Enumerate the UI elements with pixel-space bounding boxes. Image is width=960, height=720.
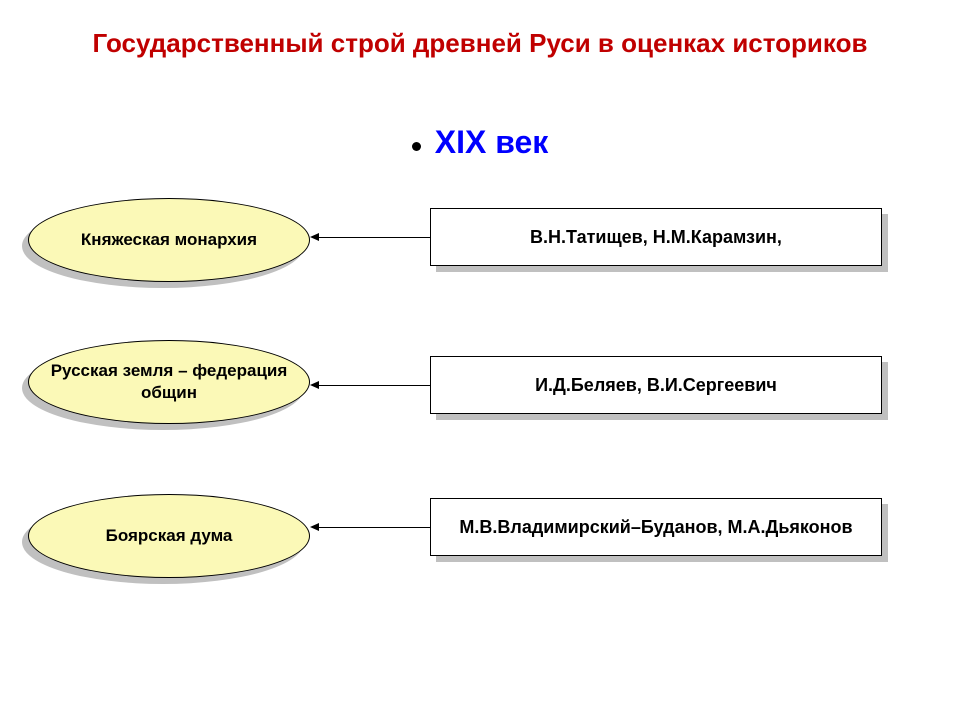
ellipse-1-label: Княжеская монархия [81, 229, 257, 251]
page-title: Государственный строй древней Руси в оце… [0, 28, 960, 59]
ellipse-1-shape: Княжеская монархия [28, 198, 310, 282]
box-2-shape: И.Д.Беляев, В.И.Сергеевич [430, 356, 882, 414]
ellipse-3-label: Боярская дума [106, 525, 233, 547]
arrow-1-line [319, 237, 430, 238]
arrow-2-line [319, 385, 430, 386]
box-1: В.Н.Татищев, Н.М.Карамзин, [430, 208, 882, 266]
arrow-1-head-icon [310, 233, 319, 241]
ellipse-3: Боярская дума [28, 494, 310, 578]
box-3-shape: М.В.Владимирский–Буданов, М.А.Дьяконов [430, 498, 882, 556]
box-2-label: И.Д.Беляев, В.И.Сергеевич [535, 373, 777, 397]
bullet-icon [412, 142, 421, 151]
ellipse-2: Русская земля – федерация общин [28, 340, 310, 424]
ellipse-2-shape: Русская земля – федерация общин [28, 340, 310, 424]
box-3: М.В.Владимирский–Буданов, М.А.Дьяконов [430, 498, 882, 556]
box-3-label: М.В.Владимирский–Буданов, М.А.Дьяконов [459, 515, 852, 539]
box-1-shape: В.Н.Татищев, Н.М.Карамзин, [430, 208, 882, 266]
ellipse-1: Княжеская монархия [28, 198, 310, 282]
subtitle-text: XIX век [435, 124, 549, 161]
ellipse-3-shape: Боярская дума [28, 494, 310, 578]
arrow-2-head-icon [310, 381, 319, 389]
arrow-3-head-icon [310, 523, 319, 531]
subtitle-row: XIX век [0, 124, 960, 161]
arrow-3-line [319, 527, 430, 528]
box-2: И.Д.Беляев, В.И.Сергеевич [430, 356, 882, 414]
box-1-label: В.Н.Татищев, Н.М.Карамзин, [530, 225, 782, 249]
ellipse-2-label: Русская земля – федерация общин [43, 360, 295, 404]
